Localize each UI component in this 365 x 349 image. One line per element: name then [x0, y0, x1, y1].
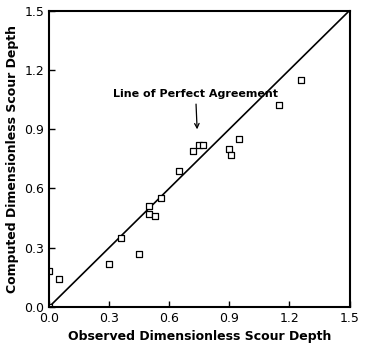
X-axis label: Observed Dimensionless Scour Depth: Observed Dimensionless Scour Depth — [68, 331, 331, 343]
Point — [46, 304, 52, 310]
Point — [146, 211, 152, 217]
Point — [276, 103, 282, 108]
Y-axis label: Computed Dimensionless Scour Depth: Computed Dimensionless Scour Depth — [5, 25, 19, 293]
Point — [237, 136, 242, 142]
Point — [146, 203, 152, 209]
Point — [228, 152, 234, 158]
Point — [118, 235, 124, 241]
Point — [200, 142, 206, 148]
Point — [226, 146, 232, 152]
Text: Line of Perfect Agreement: Line of Perfect Agreement — [113, 89, 278, 128]
Point — [299, 77, 304, 82]
Point — [136, 251, 142, 257]
Point — [56, 276, 62, 282]
Point — [176, 168, 182, 173]
Point — [196, 142, 202, 148]
Point — [46, 269, 52, 274]
Point — [106, 261, 112, 266]
Point — [158, 195, 164, 201]
Point — [152, 213, 158, 219]
Point — [190, 148, 196, 154]
